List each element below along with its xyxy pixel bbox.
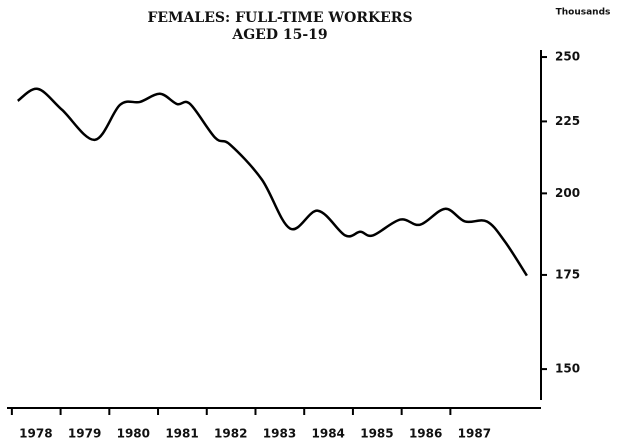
x-tick-label: 1984	[312, 427, 345, 441]
x-tick-label: 1979	[68, 427, 101, 441]
x-tick-label: 1978	[19, 427, 52, 441]
y-tick-label: 175	[555, 267, 580, 281]
x-tick-label: 1987	[458, 427, 491, 441]
y-tick-label: 250	[555, 50, 580, 64]
chart-title: FEMALES: FULL-TIME WORKERS	[147, 10, 412, 26]
x-tick-label: 1982	[214, 427, 247, 441]
y-tick-label: 225	[555, 114, 580, 128]
x-tick-label: 1986	[409, 427, 442, 441]
x-tick-label: 1985	[360, 427, 393, 441]
chart-subtitle: AGED 15-19	[231, 27, 327, 43]
y-tick-label: 200	[555, 186, 580, 200]
data-line	[16, 87, 528, 277]
x-tick-label: 1983	[263, 427, 296, 441]
x-tick-label: 1981	[165, 427, 198, 441]
y-unit-label: Thousands	[556, 8, 611, 18]
y-tick-label: 150	[555, 362, 580, 376]
x-tick-label: 1980	[117, 427, 150, 441]
